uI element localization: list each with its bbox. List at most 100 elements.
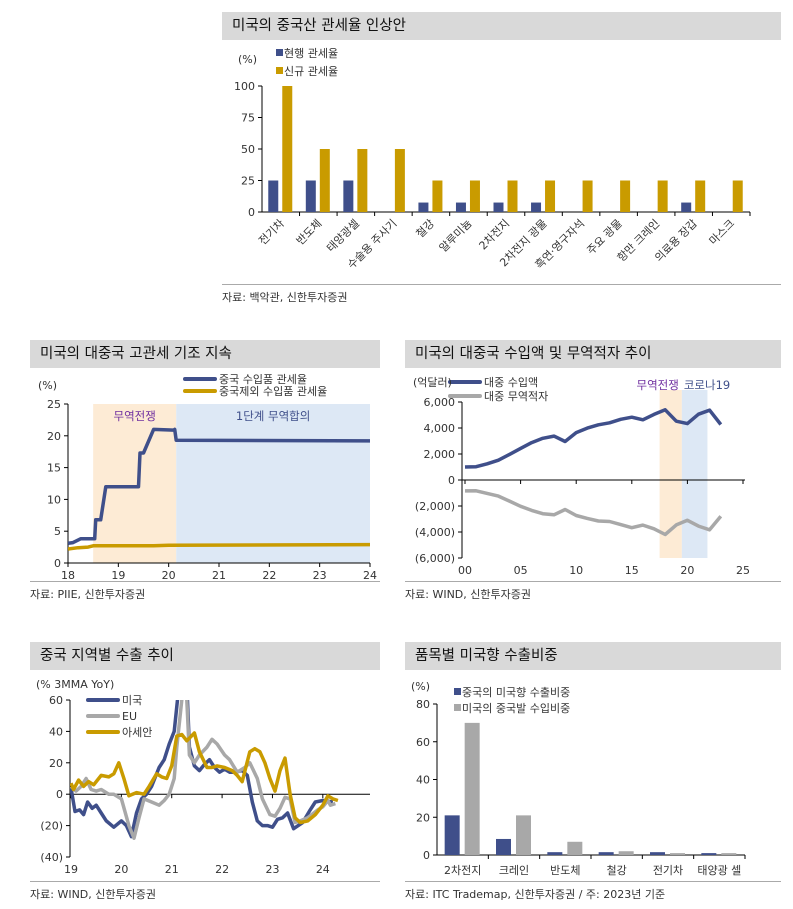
y-tick-label: 25 (241, 175, 255, 188)
chart-1 (64, 377, 371, 567)
x-tick-label: 15 (625, 564, 639, 577)
x-tick-label: 25 (736, 564, 750, 577)
y-tick-label: 0 (448, 474, 455, 487)
y-tick-label: 80 (416, 698, 430, 711)
bar (695, 180, 706, 212)
y-tick-label: 10 (47, 493, 61, 506)
y-tick-label: 0 (54, 557, 61, 570)
x-tick-label: 19 (64, 863, 78, 876)
x-tick-label: 00 (458, 564, 472, 577)
bar (618, 851, 634, 855)
legend-label: 아세안 (122, 726, 152, 739)
x-tick-label: 반도체 (294, 217, 325, 248)
bar (567, 841, 583, 855)
y-tick-label: (6,000) (415, 552, 455, 565)
bar (531, 202, 542, 212)
y-axis-unit: (%) (238, 53, 257, 66)
y-tick-label: 50 (241, 143, 255, 156)
bar (455, 202, 466, 212)
bar (444, 815, 460, 855)
y-tick-label: 6,000 (424, 396, 456, 409)
x-tick-label: 10 (569, 564, 583, 577)
panel-source: 자료: ITC Trademap, 신한투자증권 / 주: 2023년 기준 (405, 881, 781, 902)
x-tick-label: 철강 (607, 864, 627, 877)
bar (732, 180, 743, 212)
panel-title: 중국 지역별 수출 추이 (30, 642, 380, 670)
x-tick-label: 23 (265, 863, 279, 876)
chart-4 (433, 688, 746, 859)
y-tick-label: 100 (234, 80, 255, 93)
bar (701, 853, 717, 855)
y-tick-label: 40 (49, 725, 63, 738)
legend-label: 중국 수입품 관세율 (219, 373, 307, 386)
bar (721, 853, 737, 855)
band-label: 1단계 무역합의 (236, 409, 310, 423)
y-axis-unit: (%) (411, 680, 430, 693)
series-line-대중 무역적자 (464, 489, 723, 537)
x-tick-label: 크레인 (499, 864, 529, 877)
legend-label: 중국제외 수입품 관세율 (219, 385, 327, 398)
legend-label: EU (122, 710, 137, 723)
y-tick-label: 2,000 (424, 448, 456, 461)
x-tick-label: 2차전지 (477, 217, 513, 253)
x-tick-label: 22 (262, 569, 276, 582)
bar (670, 853, 685, 855)
panel-title: 미국의 중국산 관세율 인상안 (222, 12, 781, 40)
legend-label: 미국의 중국발 수입비중 (462, 702, 570, 715)
legend-label: 중국의 미국향 수출비중 (462, 686, 570, 699)
x-tick-label: 24 (316, 863, 330, 876)
series-line-대중 수입액 (464, 408, 723, 469)
y-tick-label: (2,000) (415, 500, 455, 513)
legend-label: 대중 수입액 (484, 376, 538, 389)
panel-source: 자료: WIND, 신한투자증권 (405, 581, 781, 602)
bar (343, 180, 354, 212)
x-tick-label: 21 (212, 569, 226, 582)
y-tick-label: 25 (47, 398, 61, 411)
x-tick-label: 철강 (414, 217, 438, 241)
bar (657, 180, 668, 212)
bar (516, 815, 531, 855)
chart-0 (258, 49, 751, 216)
bar (469, 180, 480, 212)
y-axis-unit: (억달러) (413, 376, 452, 389)
bar (268, 180, 279, 212)
y-tick-label: 60 (49, 694, 63, 707)
legend-label: 신규 관세율 (284, 65, 338, 78)
bar (507, 180, 518, 212)
bar (681, 202, 692, 212)
x-tick-label: 19 (111, 569, 125, 582)
x-tick-label: 18 (61, 569, 75, 582)
x-tick-label: 전기차 (256, 217, 287, 248)
x-tick-label: 태양광 셀 (697, 864, 741, 877)
panel-source: 자료: 백악관, 신한투자증권 (222, 284, 781, 305)
y-tick-label: 20 (416, 811, 430, 824)
chart-2 (448, 380, 745, 559)
legend-swatch (454, 704, 461, 711)
y-tick-label: (4,000) (415, 526, 455, 539)
x-tick-label: 22 (215, 863, 229, 876)
legend-swatch (276, 67, 283, 74)
panel-title: 미국의 대중국 고관세 기조 지속 (30, 340, 380, 368)
legend-label: 현행 관세율 (284, 47, 338, 60)
bar (547, 852, 563, 855)
bar (464, 722, 480, 855)
y-axis-unit: (%) (38, 379, 57, 392)
series-line-중국 수입품 관세율 (68, 427, 370, 546)
series-line-아세안 (70, 731, 339, 825)
x-tick-label: 05 (514, 564, 528, 577)
x-tick-label: 반도체 (550, 864, 580, 877)
bar (598, 852, 614, 855)
y-tick-label: (40) (40, 851, 63, 864)
x-tick-label: 20 (114, 863, 128, 876)
bar (582, 180, 593, 212)
y-tick-label: 40 (416, 774, 430, 787)
series-line-중국제외 수입품 관세율 (68, 542, 370, 551)
legend-label: 미국 (122, 694, 142, 707)
band-label: 무역전쟁 (637, 378, 679, 392)
y-tick-label: 5 (54, 525, 61, 538)
y-tick-label: 20 (49, 757, 63, 770)
y-axis-unit: (% 3MMA YoY) (36, 678, 114, 691)
x-tick-label: 알루미늄 (436, 216, 475, 255)
panel-source: 자료: WIND, 신한투자증권 (30, 881, 380, 902)
